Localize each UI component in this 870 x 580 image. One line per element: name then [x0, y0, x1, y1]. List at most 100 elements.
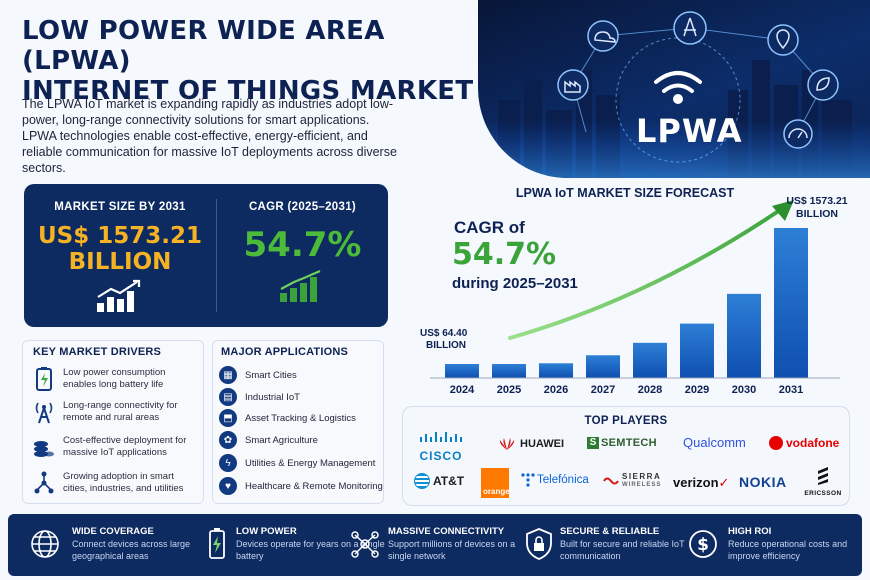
city-icon: ▦	[219, 366, 237, 384]
x-tick-label: 2029	[685, 384, 709, 396]
x-tick-label: 2028	[638, 384, 662, 396]
cagr-text-line3: during 2025–2031	[452, 275, 578, 292]
battery-icon	[209, 528, 225, 559]
telefonica-dots-icon	[521, 473, 535, 487]
bar-2027	[586, 355, 620, 378]
orange-text: orange	[483, 487, 510, 496]
market-size-unit: BILLION	[68, 249, 172, 275]
last-value-label-line2: BILLION	[796, 208, 838, 220]
wireless-text: WIRELESS	[622, 482, 662, 488]
sierra-text-block: SIERRA WIRELESS	[622, 472, 661, 490]
market-size-block: MARKET SIZE BY 2031 US$ 1573.21 BILLION	[24, 184, 216, 327]
huawei-petals-icon	[499, 438, 515, 450]
ericsson-logo: ERICSSON	[803, 467, 843, 497]
feature-item: WIDE COVERAGE Connect devices across lar…	[30, 514, 190, 576]
hero-label: LPWA	[636, 112, 743, 150]
heart-icon: ♥	[219, 477, 237, 495]
growth-chart-icon	[97, 279, 141, 312]
coins-icon	[34, 441, 54, 457]
driver-item: Long-range connectivity for remote and r…	[33, 399, 193, 425]
dollar-icon: $	[689, 530, 717, 558]
application-label: Smart Agriculture	[245, 434, 318, 446]
cagr-label: CAGR (2025–2031)	[248, 201, 357, 213]
hub-icon	[351, 531, 379, 558]
bar-2029	[680, 323, 714, 378]
feature-title: LOW POWER	[236, 526, 297, 537]
cisco-text: CISCO	[419, 449, 463, 463]
att-logo: AT&T	[414, 473, 464, 489]
feature-desc: Built for secure and reliable IoT commun…	[560, 539, 685, 561]
driver-item: Growing adoption in smart cities, indust…	[33, 470, 193, 496]
top-players-panel: TOP PLAYERS CISCO HUAWEI S SEMTECH Qualc…	[402, 406, 850, 506]
sierra-wireless-logo: SIERRA WIRELESS	[603, 472, 661, 490]
application-label: Healthcare & Remote Monitoring	[245, 480, 383, 492]
semtech-logo: S SEMTECH	[587, 437, 657, 449]
feature-title: HIGH ROI	[728, 526, 772, 537]
application-item: ▤ Industrial IoT	[219, 388, 300, 406]
driver-text: Cost-effective deployment for massive Io…	[63, 435, 187, 458]
semtech-mark-icon: S	[587, 437, 599, 449]
telefonica-text: Telefónica	[537, 474, 589, 486]
driver-item: Low power consumption enables long batte…	[33, 366, 193, 392]
page-title: LOW POWER WIDE AREA (LPWA) INTERNET OF T…	[22, 16, 492, 106]
sierra-text: SIERRA	[622, 472, 662, 481]
telefonica-logo: Telefónica	[521, 473, 589, 487]
vodafone-text: vodafone	[786, 436, 840, 450]
cagr-block: CAGR (2025–2031) 54.7%	[217, 184, 388, 327]
driver-text: Low power consumption enables long batte…	[63, 367, 166, 390]
drivers-heading: KEY MARKET DRIVERS	[33, 346, 162, 358]
battery-icon	[36, 367, 52, 391]
title-line-2: INTERNET OF THINGS MARKET	[22, 76, 474, 106]
verizon-text: verizon	[673, 475, 719, 490]
feature-desc: Support millions of devices on a single …	[388, 539, 516, 561]
application-item: ⬒ Asset Tracking & Logistics	[219, 409, 356, 427]
market-size-label: MARKET SIZE BY 2031	[54, 201, 186, 213]
application-item: ✿ Smart Agriculture	[219, 431, 318, 449]
kpi-card: MARKET SIZE BY 2031 US$ 1573.21 BILLION …	[24, 184, 388, 327]
intro-paragraph: The LPWA IoT market is expanding rapidly…	[22, 97, 397, 175]
city-network-illustration	[478, 11, 870, 178]
huawei-text: HUAWEI	[520, 438, 564, 450]
verizon-check-icon: ✓	[718, 475, 730, 490]
cisco-bars-icon	[420, 432, 462, 442]
x-tick-label: 2031	[779, 384, 803, 396]
title-line-1: LOW POWER WIDE AREA (LPWA)	[22, 16, 385, 76]
x-tick-label: 2025	[497, 384, 521, 396]
nokia-logo: NOKIA	[739, 474, 787, 490]
application-item: ▦ Smart Cities	[219, 366, 297, 384]
feature-desc: Reduce operational costs and improve eff…	[728, 539, 848, 561]
verizon-logo: verizon✓	[673, 475, 729, 491]
growth-arrow-head	[772, 200, 794, 221]
bolt-icon: ϟ	[219, 454, 237, 472]
top-players-heading: TOP PLAYERS	[584, 415, 668, 427]
application-label: Asset Tracking & Logistics	[245, 412, 356, 424]
att-text: AT&T	[433, 474, 465, 488]
applications-panel: MAJOR APPLICATIONS ▦ Smart Cities ▤ Indust…	[212, 340, 384, 504]
cagr-text-line2: 54.7%	[452, 237, 556, 272]
orange-logo: orange	[481, 468, 510, 498]
forecast-chart-svg: LPWA IoT MARKET SIZE FORECAST 2024 2025 20…	[420, 186, 848, 396]
factory-icon: ▤	[219, 388, 237, 406]
svg-text:$: $	[697, 535, 709, 555]
bar-2031	[774, 228, 808, 378]
globe-icon	[31, 530, 59, 558]
feature-item: SECURE & RELIABLE Built for secure and r…	[524, 514, 694, 576]
forecast-chart: LPWA IoT MARKET SIZE FORECAST 2024 2025 20…	[400, 178, 870, 400]
first-value-label-line1: US$ 64.40	[420, 328, 468, 339]
bar-2030	[727, 293, 761, 378]
bar-2026	[539, 363, 573, 378]
cagr-text-line1: CAGR of	[454, 218, 525, 237]
feature-desc: Devices operate for years on a single ba…	[236, 539, 385, 561]
application-label: Industrial IoT	[245, 391, 300, 403]
kpi-divider	[216, 199, 217, 312]
bar-2025	[492, 364, 526, 378]
bar-2028	[633, 342, 667, 378]
cagr-growth-icon	[279, 269, 320, 302]
feature-item: MASSIVE CONNECTIVITY Support millions of…	[350, 514, 520, 576]
feature-item: $ HIGH ROI Reduce operational costs and …	[688, 514, 858, 576]
driver-text: Long-range connectivity for remote and r…	[63, 400, 178, 423]
qualcomm-logo: Qualcomm	[683, 435, 746, 450]
x-tick-label: 2027	[591, 384, 615, 396]
vodafone-speech-icon	[769, 436, 783, 450]
